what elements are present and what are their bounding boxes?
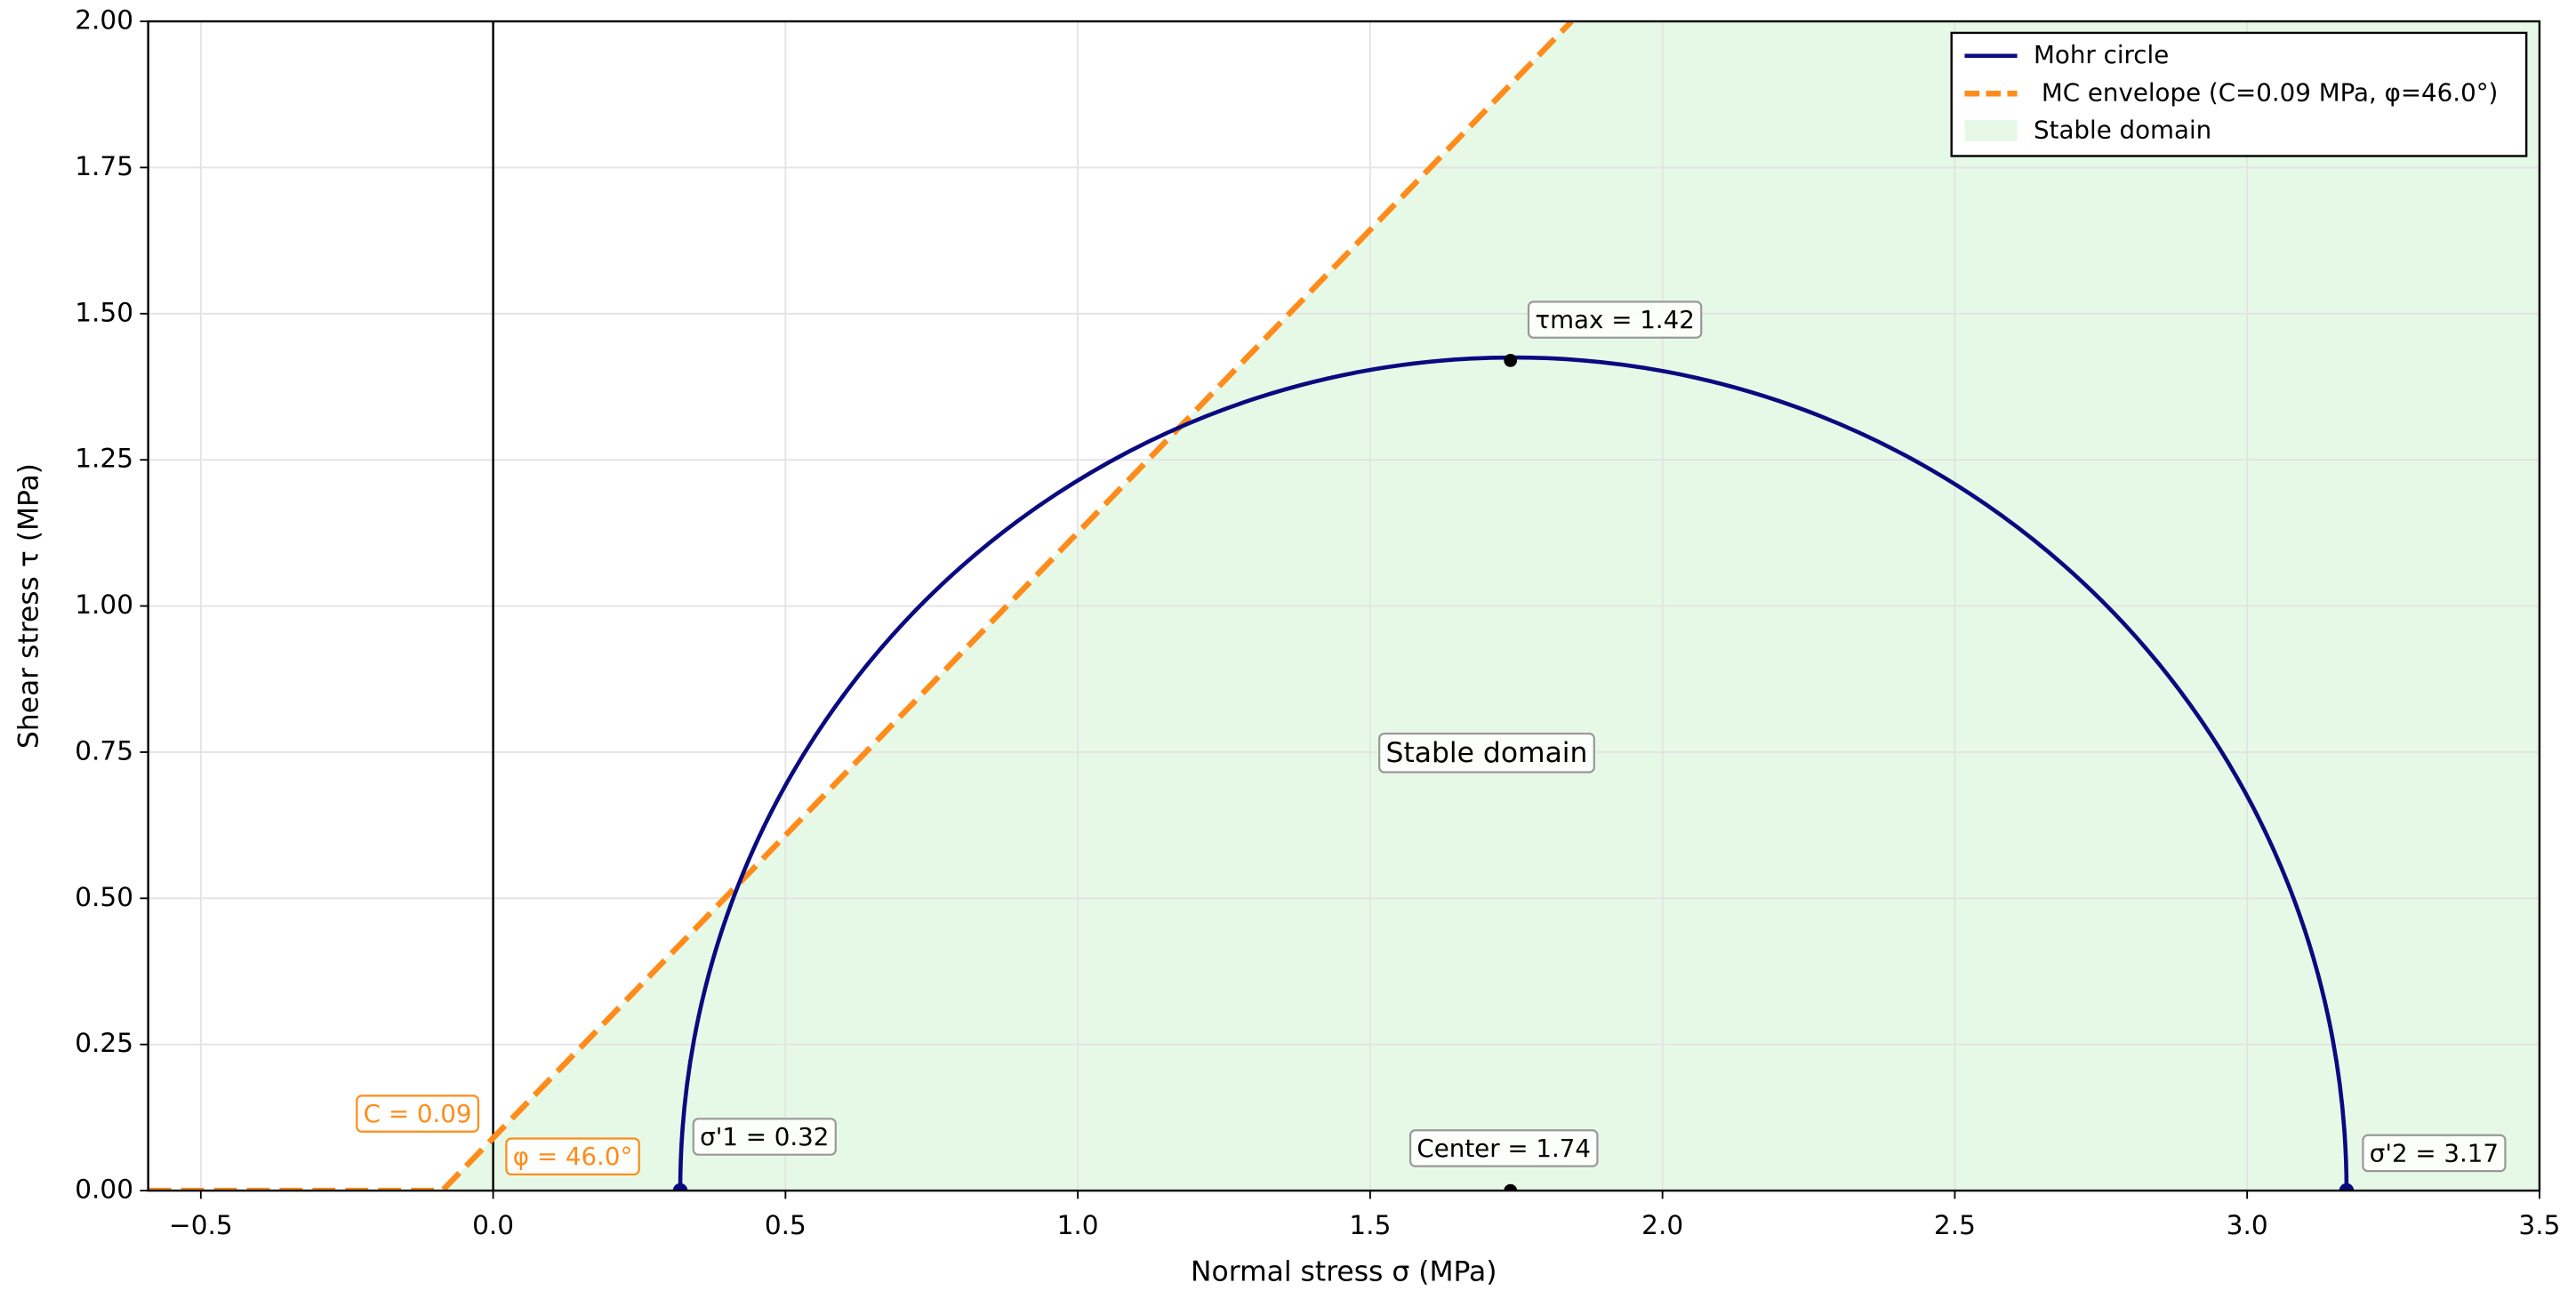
y-tick-label: 0.50 [75,882,133,912]
annotation-label: C = 0.09 [364,1099,472,1128]
point [672,1183,688,1191]
annotation-box [356,1095,479,1133]
x-tick-label: 2.0 [1641,1210,1683,1240]
annotation: Center = 1.74 [1408,1129,1599,1167]
y-tick-label: 1.75 [75,151,133,181]
legend-swatch [1964,119,2018,141]
point [1504,1183,1518,1191]
annotation-label: σ'2 = 3.17 [2370,1138,2499,1167]
y-tick-label: 1.00 [75,589,133,620]
point [2339,1183,2355,1191]
annotation-label: Stable domain [1386,737,1588,769]
x-tick-label: 3.0 [2227,1210,2268,1240]
x-tick-label: 1.5 [1349,1210,1391,1240]
annotation: Stable domain [1378,732,1595,774]
point [1504,353,1518,367]
y-tick-label: 1.25 [75,444,133,474]
annotation-box [1378,732,1595,774]
annotation: τmax = 1.42 [1527,301,1703,339]
annotation: φ = 46.0° [505,1137,640,1175]
legend-label: Mohr circle [2034,40,2169,69]
annotation-box [1527,301,1703,339]
x-tick-label: 2.5 [1934,1210,1976,1240]
x-tick-label: 3.5 [2518,1210,2560,1240]
annotation-label: φ = 46.0° [513,1142,633,1171]
annotation-label: Center = 1.74 [1416,1134,1591,1163]
y-tick-label: 1.50 [75,297,133,327]
y-axis-label: Shear stress τ (MPa) [13,463,45,749]
annotation: σ'2 = 3.17 [2362,1134,2507,1173]
plot-area [148,21,2540,1191]
annotation-box [692,1118,837,1156]
x-tick-label: 0.5 [765,1210,807,1240]
annotation-box [1408,1129,1599,1167]
legend-label: Stable domain [2034,116,2211,145]
y-tick-label: 0.75 [75,735,133,766]
y-tick-label: 0.00 [75,1175,133,1205]
y-tick-label: 0.25 [75,1028,133,1058]
x-tick-label: 1.0 [1057,1210,1099,1240]
legend: Mohr circle MC envelope (C=0.09 MPa, φ=4… [1950,31,2528,157]
annotation-box [2362,1134,2507,1173]
annotation: C = 0.09 [356,1095,479,1133]
y-tick-label: 2.00 [75,5,133,36]
legend-label: MC envelope (C=0.09 MPa, φ=46.0°) [2034,77,2498,107]
annotation: σ'1 = 0.32 [692,1118,837,1156]
x-tick-label: −0.5 [169,1210,233,1240]
legend-box [1950,31,2528,157]
x-axis-label: Normal stress σ (MPa) [1191,1255,1497,1287]
annotation-label: σ'1 = 0.32 [700,1122,829,1151]
x-tick-label: 0.0 [472,1210,514,1240]
annotation-box [505,1137,640,1175]
annotation-label: τmax = 1.42 [1535,305,1694,334]
